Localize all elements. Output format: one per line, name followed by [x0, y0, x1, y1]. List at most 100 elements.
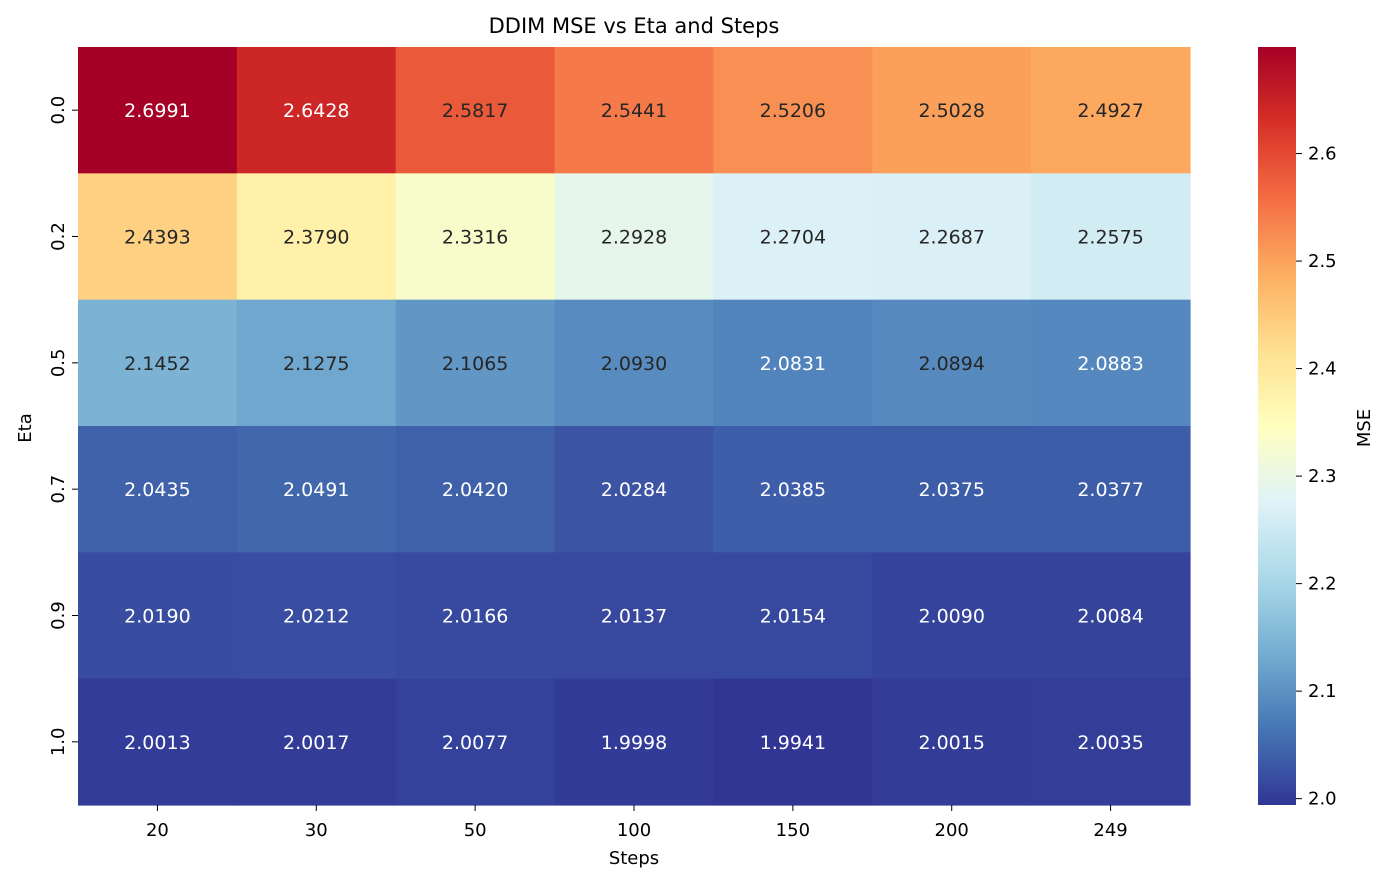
y-tick-label: 0.7 [48, 475, 69, 504]
x-tick-label: 50 [464, 820, 487, 841]
cell-value-label: 2.0284 [601, 479, 667, 501]
heatmap-cell [395, 678, 556, 806]
cell-value-label: 2.0375 [918, 479, 984, 501]
heatmap-cell [395, 299, 556, 427]
y-tick-label: 1.0 [48, 728, 69, 757]
cell-value-label: 2.0894 [918, 353, 984, 375]
y-tick-label: 0.0 [48, 96, 69, 125]
colorbar-tick-label: 2.6 [1308, 144, 1337, 165]
heatmap-cell [236, 426, 397, 553]
heatmap-cell [78, 299, 238, 427]
cell-value-label: 2.5028 [918, 100, 984, 122]
heatmap-cell [78, 426, 238, 553]
x-tick-label: 150 [776, 820, 810, 841]
cell-value-label: 2.0013 [124, 732, 190, 754]
heatmap-cell [713, 552, 873, 680]
cell-value-label: 2.2704 [760, 227, 826, 249]
colorbar-tick-label: 2.3 [1308, 466, 1337, 487]
x-tick-label: 249 [1093, 820, 1127, 841]
heatmap-cell [554, 173, 715, 301]
heatmap-cell [395, 552, 556, 680]
colorbar-tick-label: 2.0 [1308, 789, 1337, 810]
cell-value-label: 2.5817 [442, 100, 508, 122]
cell-value-label: 2.0035 [1077, 732, 1143, 754]
cell-value-label: 2.5441 [601, 100, 667, 122]
cell-value-label: 1.9941 [760, 732, 826, 754]
cell-value-label: 2.0377 [1077, 479, 1143, 501]
heatmap-cell [713, 678, 873, 806]
cell-value-label: 2.0420 [442, 479, 508, 501]
colorbar-label: MSE [1354, 409, 1375, 447]
cell-value-label: 2.0930 [601, 353, 667, 375]
heatmap-cell [554, 299, 715, 427]
heatmap-cell [1031, 47, 1191, 174]
y-axis-label: Eta [15, 413, 36, 442]
heatmap-cell [872, 678, 1032, 806]
cell-value-label: 2.0090 [918, 606, 984, 628]
heatmap-cell [395, 47, 556, 174]
cell-value-label: 2.1065 [442, 353, 508, 375]
cell-value-label: 2.0491 [283, 479, 349, 501]
colorbar-ticks: 2.0 2.1 2.2 2.3 2.4 2.5 2.6 [1296, 144, 1337, 810]
heatmap-cell [872, 47, 1032, 174]
x-axis-ticks: 20 30 50 100 150 200 249 [146, 805, 1128, 841]
heatmap-cell [1031, 426, 1191, 553]
cell-value-label: 2.2687 [918, 227, 984, 249]
x-axis-label: Steps [609, 848, 659, 869]
heatmap-cell [713, 47, 873, 174]
heatmap-cell [713, 299, 873, 427]
heatmap-cell [236, 299, 397, 427]
heatmap-cell [395, 426, 556, 553]
colorbar [1258, 47, 1296, 805]
y-tick-label: 0.9 [48, 601, 69, 630]
cell-value-label: 2.3790 [283, 227, 349, 249]
cell-value-label: 2.0137 [601, 606, 667, 628]
cell-value-label: 2.1452 [124, 353, 190, 375]
chart-title: DDIM MSE vs Eta and Steps [489, 14, 780, 38]
cell-value-label: 2.0077 [442, 732, 508, 754]
cell-value-label: 2.2575 [1077, 227, 1143, 249]
heatmap-cell [872, 426, 1032, 553]
y-tick-label: 0.5 [48, 349, 69, 378]
heatmap-cell [872, 173, 1032, 301]
x-tick-label: 30 [305, 820, 328, 841]
heatmap-cell [872, 552, 1032, 680]
cell-value-label: 2.0831 [760, 353, 826, 375]
colorbar-tick-label: 2.4 [1308, 359, 1337, 380]
heatmap-cell [1031, 173, 1191, 301]
cell-value-label: 2.5206 [760, 100, 826, 122]
colorbar-tick-label: 2.2 [1308, 574, 1337, 595]
heatmap-cell [236, 552, 397, 680]
cell-value-label: 2.4927 [1077, 100, 1143, 122]
heatmap-cell [395, 173, 556, 301]
cell-value-label: 2.0154 [760, 606, 826, 628]
cell-value-label: 2.0166 [442, 606, 508, 628]
colorbar-tick-label: 2.1 [1308, 681, 1337, 702]
heatmap-cell [78, 47, 238, 174]
heatmap-cells: 2.6991 2.6428 2.5817 2.5441 2.5206 2.5028 2.49… [78, 47, 1191, 806]
heatmap-cell [1031, 299, 1191, 427]
cell-value-label: 2.2928 [601, 227, 667, 249]
cell-value-label: 2.0084 [1077, 606, 1143, 628]
cell-value-label: 2.1275 [283, 353, 349, 375]
heatmap-cell [713, 426, 873, 553]
heatmap-cell [1031, 552, 1191, 680]
y-axis-ticks: 0.0 0.2 0.5 0.7 0.9 1.0 [48, 96, 78, 756]
heatmap-cell [78, 678, 238, 806]
heatmap-cell [236, 47, 397, 174]
cell-value-label: 2.0015 [918, 732, 984, 754]
x-tick-label: 100 [617, 820, 651, 841]
colorbar-tick-label: 2.5 [1308, 251, 1337, 272]
heatmap-cell [554, 426, 715, 553]
x-tick-label: 200 [935, 820, 969, 841]
y-tick-label: 0.2 [48, 222, 69, 251]
cell-value-label: 2.0883 [1077, 353, 1143, 375]
cell-value-label: 1.9998 [601, 732, 667, 754]
heatmap-cell [713, 173, 873, 301]
heatmap-cell [236, 173, 397, 301]
cell-value-label: 2.0435 [124, 479, 190, 501]
cell-value-label: 2.0385 [760, 479, 826, 501]
cell-value-label: 2.0190 [124, 606, 190, 628]
cell-value-label: 2.0017 [283, 732, 349, 754]
heatmap-cell [872, 299, 1032, 427]
